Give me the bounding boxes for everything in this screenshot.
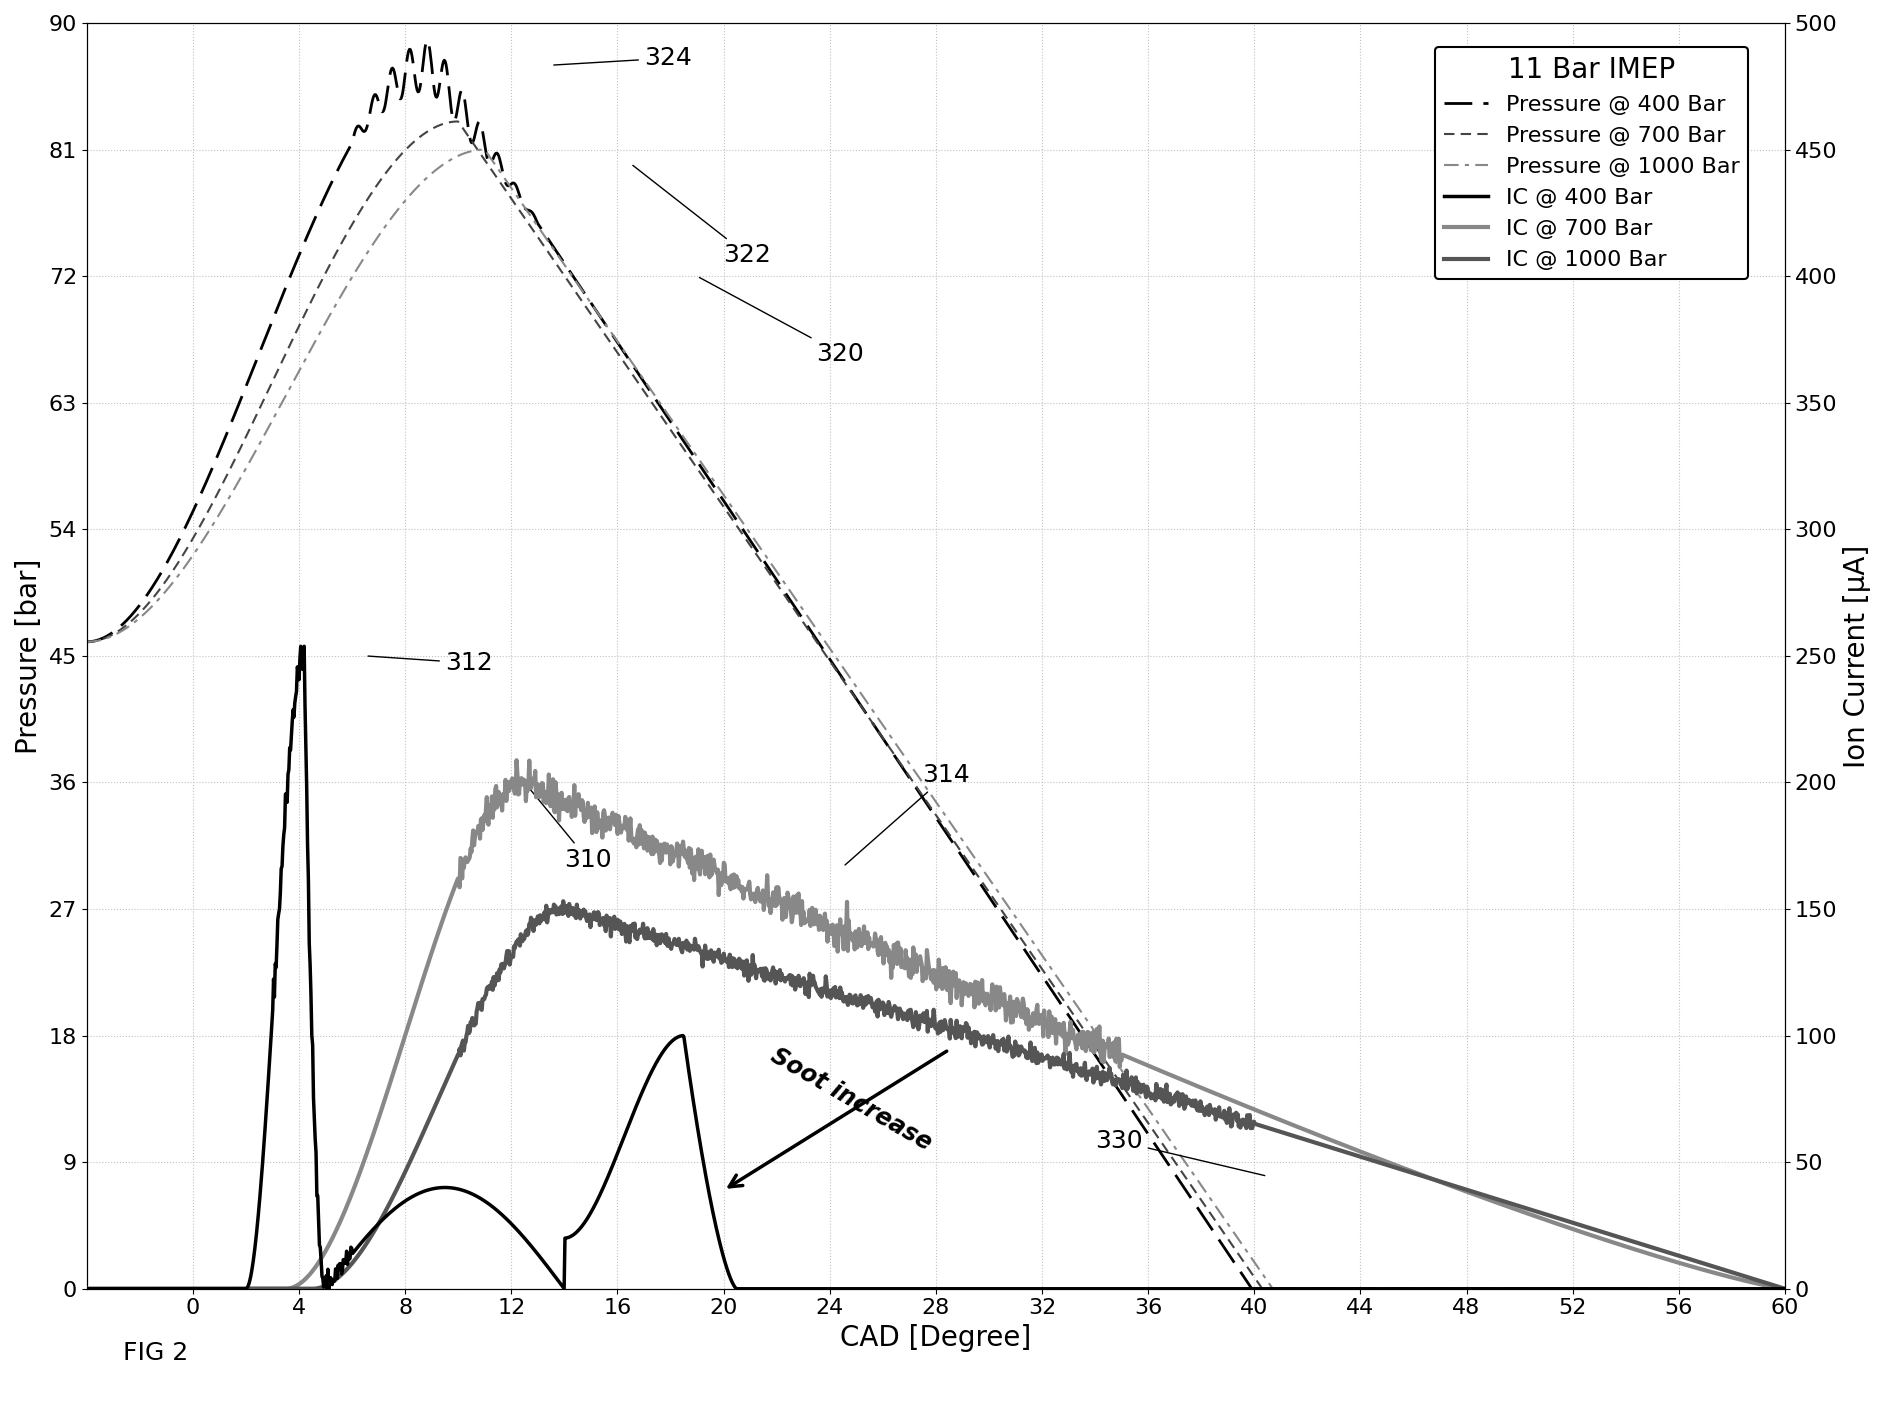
Text: 314: 314 [845, 763, 969, 864]
Text: 312: 312 [368, 651, 492, 675]
Y-axis label: Pressure [bar]: Pressure [bar] [15, 558, 43, 753]
Text: 322: 322 [634, 165, 771, 268]
Text: Soot increase: Soot increase [766, 1042, 935, 1155]
Text: 330: 330 [1096, 1129, 1266, 1176]
X-axis label: CAD [Degree]: CAD [Degree] [839, 1324, 1032, 1351]
Text: 310: 310 [526, 785, 611, 871]
Text: 320: 320 [700, 278, 864, 366]
Y-axis label: Ion Current [μA]: Ion Current [μA] [1843, 544, 1871, 768]
Legend: Pressure @ 400 Bar, Pressure @ 700 Bar, Pressure @ 1000 Bar, IC @ 400 Bar, IC @ : Pressure @ 400 Bar, Pressure @ 700 Bar, … [1435, 47, 1748, 279]
Text: FIG 2: FIG 2 [123, 1341, 189, 1366]
Text: 324: 324 [554, 46, 692, 70]
